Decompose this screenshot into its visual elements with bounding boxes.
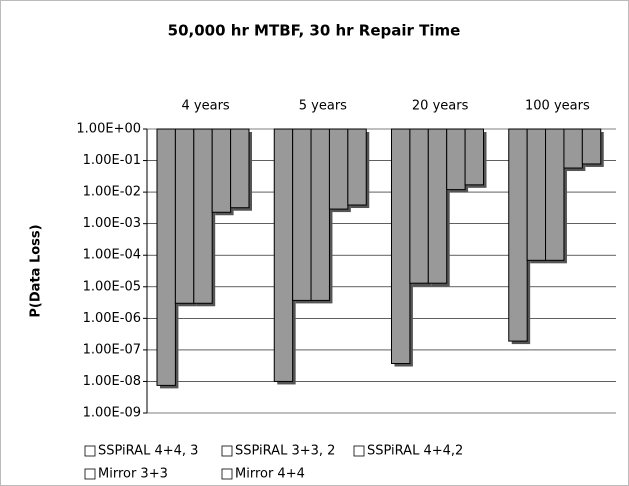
y-tick-label: 1.00E-06 bbox=[83, 311, 141, 326]
bar bbox=[193, 128, 213, 304]
bar bbox=[391, 128, 411, 365]
y-tick-label: 1.00E-07 bbox=[83, 342, 141, 357]
legend-swatch bbox=[221, 445, 233, 457]
y-tick-label: 1.00E-04 bbox=[83, 248, 141, 263]
bar bbox=[508, 128, 528, 342]
bar bbox=[230, 128, 250, 209]
bar bbox=[464, 128, 485, 186]
legend-swatch bbox=[221, 468, 233, 480]
bar bbox=[328, 128, 349, 210]
y-tick-label: 1.00E-02 bbox=[83, 185, 141, 200]
bar bbox=[563, 128, 583, 169]
legend-label: SSPiRAL 4+4, 3 bbox=[98, 444, 198, 459]
y-tick-label: 1.00E-05 bbox=[83, 279, 141, 294]
bar bbox=[156, 128, 176, 386]
legend-swatch bbox=[84, 445, 96, 457]
bar bbox=[273, 128, 294, 382]
bar bbox=[211, 128, 232, 213]
bar bbox=[409, 128, 429, 284]
bar bbox=[526, 128, 547, 261]
y-tick-label: 1.00E-09 bbox=[83, 406, 141, 421]
x-tick-label: 100 years bbox=[525, 99, 590, 114]
bar bbox=[292, 128, 312, 301]
bar bbox=[310, 128, 330, 301]
legend-label: SSPiRAL 3+3, 2 bbox=[235, 444, 335, 459]
y-axis-label: P(Data Loss) bbox=[29, 224, 44, 317]
bar bbox=[545, 128, 565, 261]
legend-label: Mirror 4+4 bbox=[235, 467, 305, 482]
y-tick-label: 1.00E-01 bbox=[83, 153, 141, 168]
bar bbox=[174, 128, 195, 304]
bar bbox=[427, 128, 448, 284]
bar bbox=[446, 128, 466, 191]
x-tick-label: 20 years bbox=[412, 99, 469, 114]
bar bbox=[581, 128, 602, 165]
legend-swatch bbox=[84, 468, 96, 480]
bar bbox=[347, 128, 367, 206]
y-tick-label: 1.00E-08 bbox=[83, 374, 141, 389]
legend-label: Mirror 3+3 bbox=[98, 467, 168, 482]
x-tick-label: 4 years bbox=[182, 99, 230, 114]
y-tick-label: 1.00E-03 bbox=[83, 216, 141, 231]
x-tick-label: 5 years bbox=[299, 99, 347, 114]
chart-title: 50,000 hr MTBF, 30 hr Repair Time bbox=[168, 22, 461, 40]
legend-label: SSPiRAL 4+4,2 bbox=[367, 444, 463, 459]
y-tick-label: 1.00E+00 bbox=[76, 122, 141, 137]
legend-swatch bbox=[353, 445, 365, 457]
